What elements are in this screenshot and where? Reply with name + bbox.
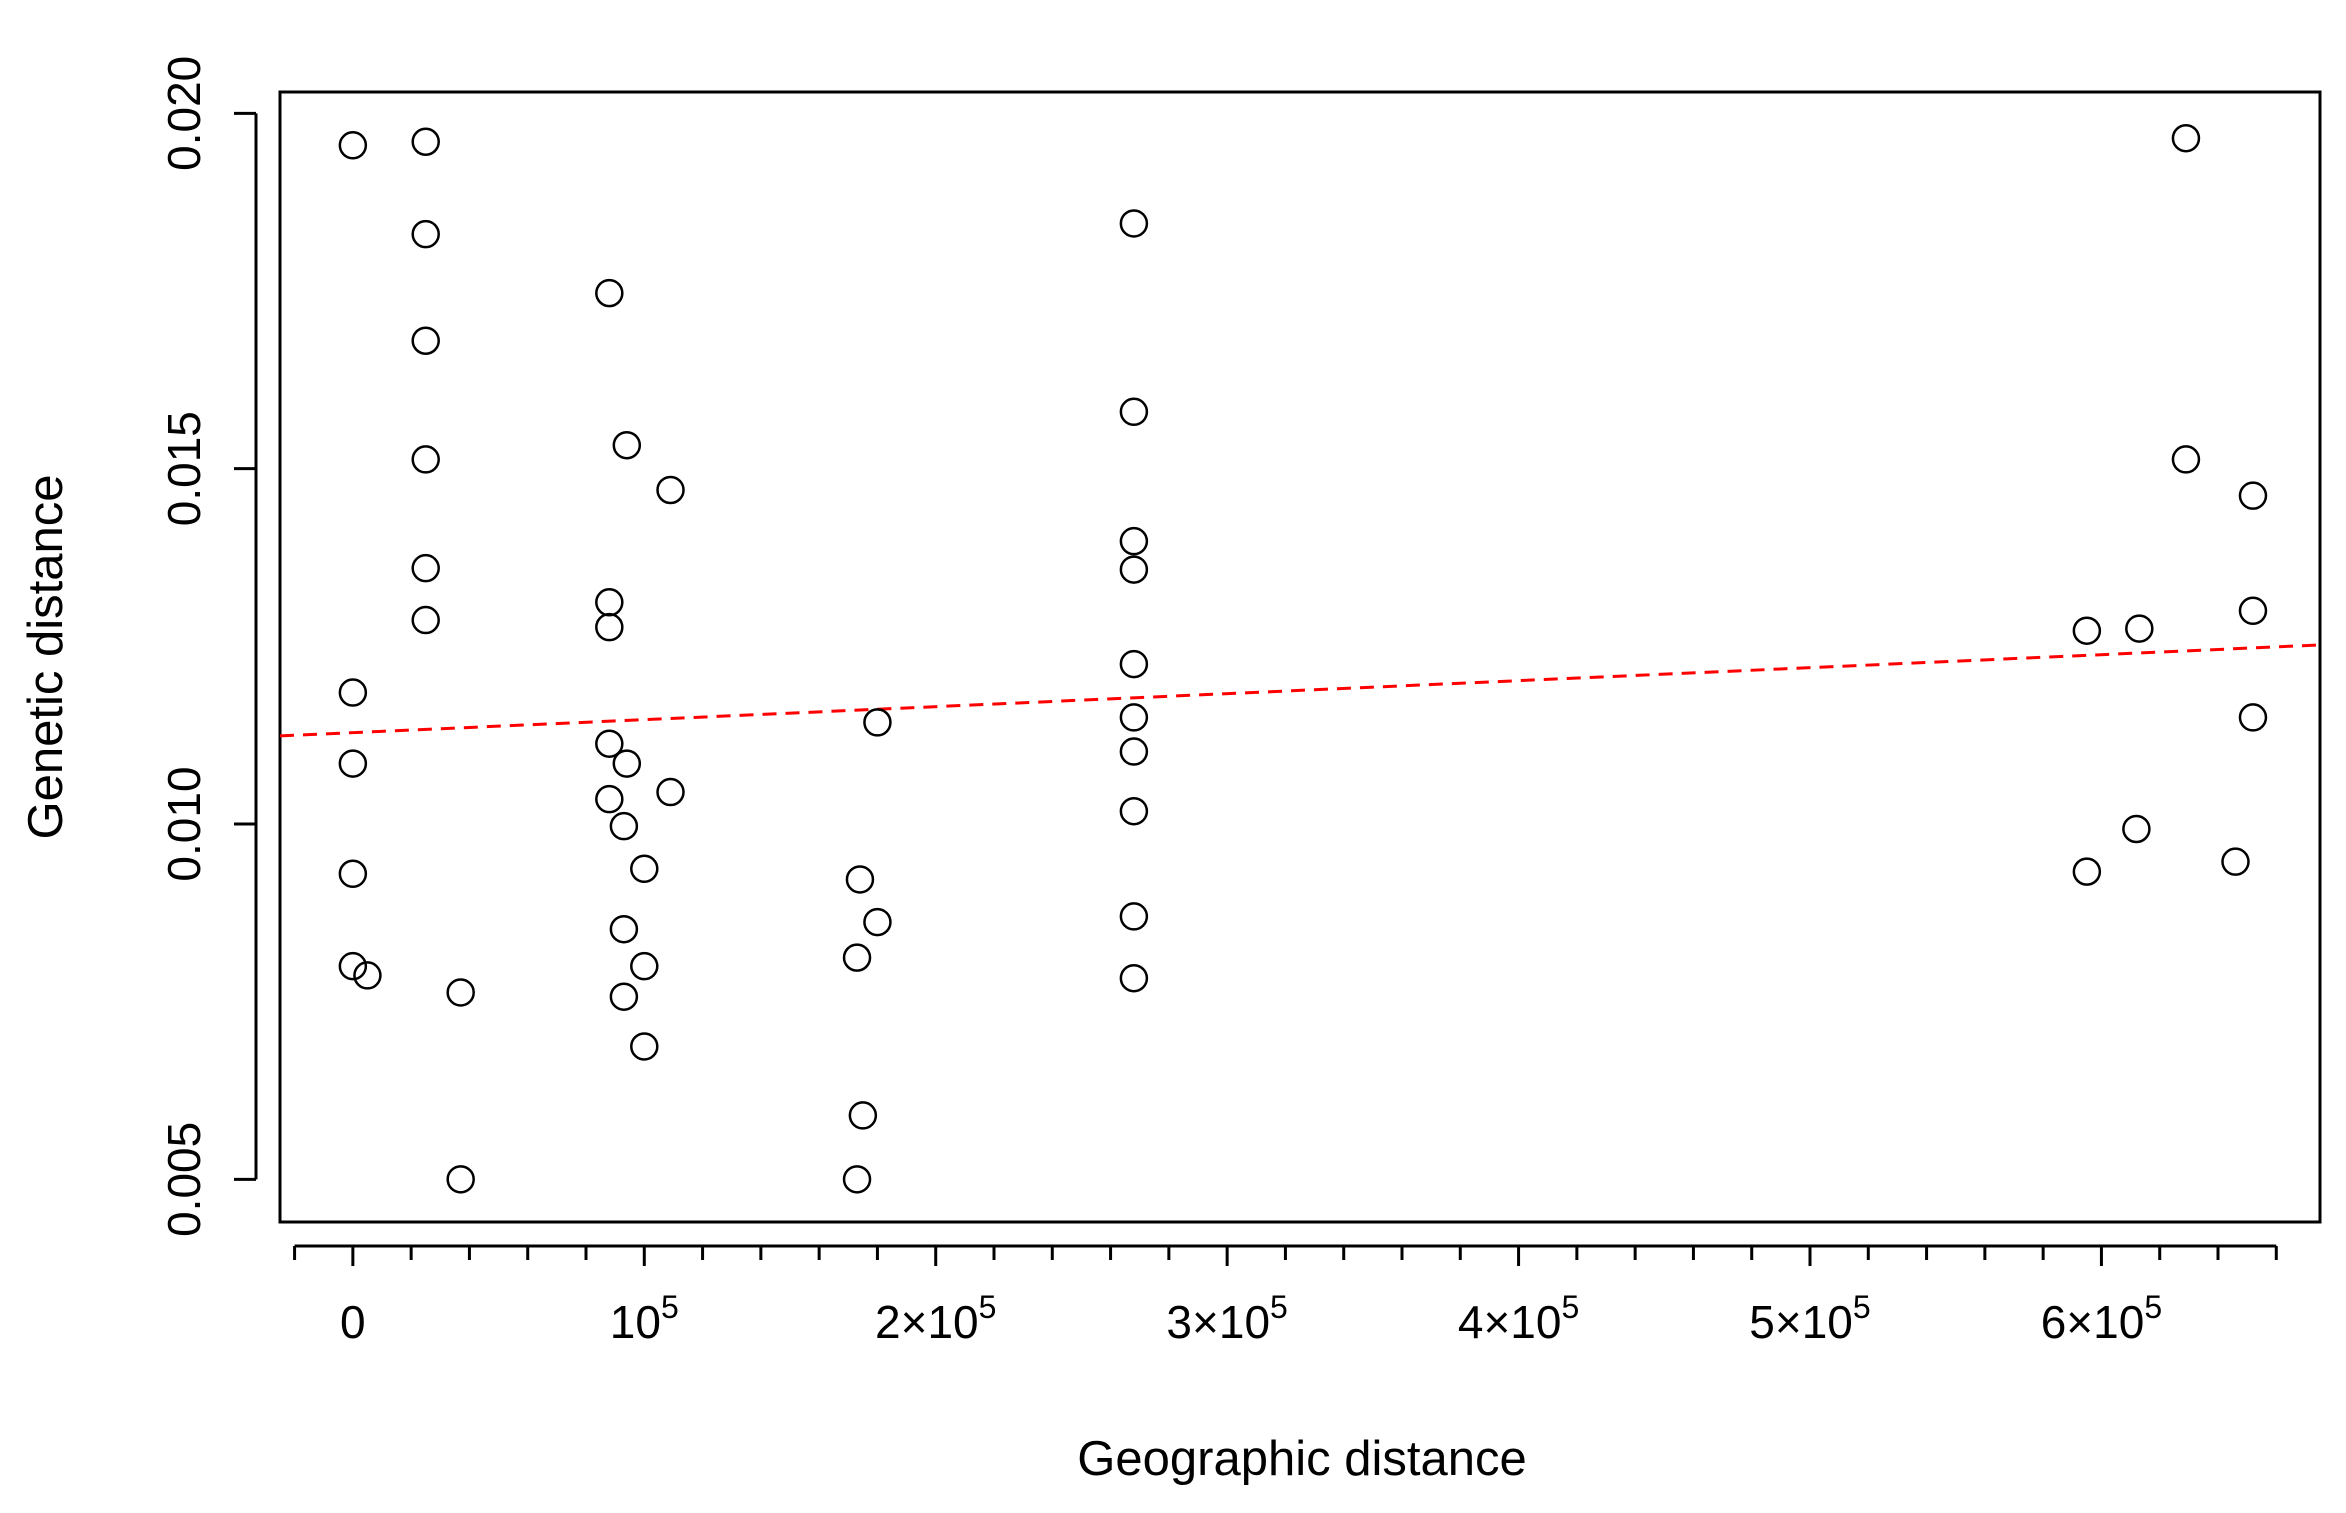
data-point [2125,614,2154,643]
x-axis-label: Geographic distance [1077,1432,1526,1486]
data-point [845,865,875,894]
plot-frame [278,90,2322,1224]
regression-line [279,643,2321,738]
data-point [2238,596,2268,626]
data-point [2221,847,2250,876]
data-point [2171,123,2201,153]
data-point [1119,796,1149,826]
data-point [411,445,440,474]
data-point [338,859,368,889]
x-tick-label: 0 [340,1296,366,1348]
data-point [1119,737,1149,766]
data-point [338,749,368,778]
data-point [595,784,624,814]
data-point [1119,703,1149,732]
data-point [1119,526,1149,556]
y-tick-label: 0.015 [158,411,210,526]
data-point [446,978,475,1007]
data-point [863,907,892,937]
data-point [2238,481,2268,510]
data-point [411,326,440,355]
x-tick-label: 105 [610,1289,679,1348]
data-point [338,678,368,707]
x-tick-label: 3×105 [1166,1289,1287,1348]
data-point [2122,814,2151,844]
data-point [842,943,872,972]
data-point [612,430,642,460]
data-point [353,961,382,990]
data-point [609,982,639,1011]
x-tick-label: 4×105 [1458,1289,1579,1348]
data-point [595,588,624,617]
x-tick-label: 6×105 [2041,1289,2162,1348]
data-point [2171,445,2201,474]
data-point [411,553,440,583]
data-point [848,1101,878,1130]
data-point [2238,703,2268,732]
data-point [630,854,659,884]
data-point [411,219,440,249]
data-point [609,811,639,841]
data-point [595,278,624,308]
y-tick-label: 0.005 [158,1122,210,1237]
data-point [656,777,685,807]
data-point [656,475,685,505]
data-point [338,951,368,981]
data-point [338,131,368,160]
data-point [863,708,892,737]
data-point [1119,555,1149,584]
data-point [1119,209,1149,238]
data-point [411,605,440,635]
y-axis-label: Genetic distance [19,475,73,840]
data-point [1119,397,1149,427]
data-point [630,951,659,981]
data-point [609,914,639,944]
data-point [446,1165,475,1194]
data-point [612,749,642,778]
data-point [1119,963,1149,993]
data-point [2072,857,2102,886]
x-tick-label: 2×105 [875,1289,996,1348]
data-point [1119,902,1149,931]
data-point [595,729,624,758]
data-point [595,612,624,642]
data-point [1119,649,1149,679]
data-point [630,1032,659,1061]
data-point [411,127,440,156]
y-tick-label: 0.020 [158,56,210,171]
data-point [2072,616,2102,645]
y-tick-label: 0.010 [158,766,210,881]
data-point [842,1165,872,1194]
x-tick-label: 5×105 [1749,1289,1870,1348]
